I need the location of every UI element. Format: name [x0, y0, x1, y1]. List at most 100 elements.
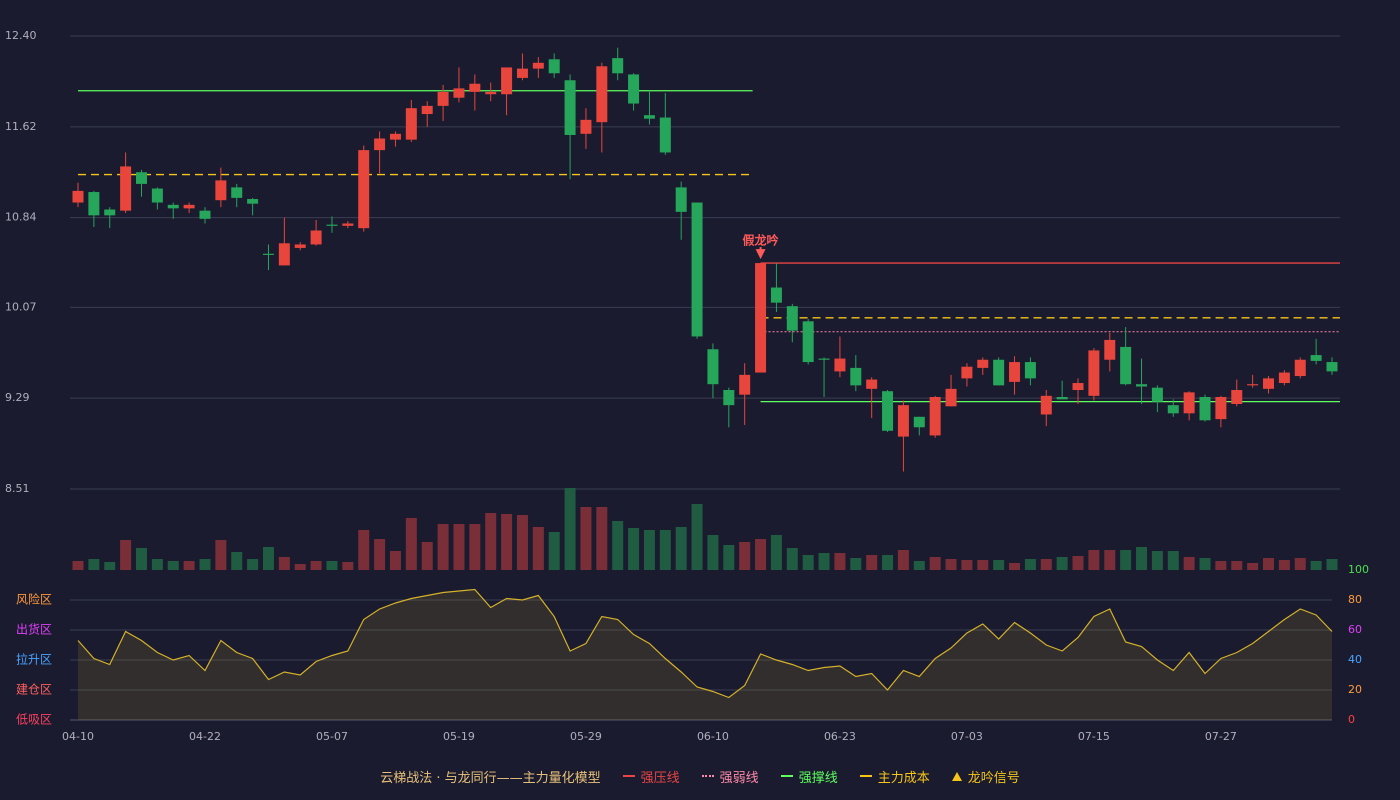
- volume-bar: [866, 555, 878, 570]
- x-tick-label: 07-27: [1205, 730, 1237, 743]
- legend: 云梯战法 · 与龙同行——主力量化模型 强压线 强弱线 强撑线 主力成本 龙吟信号: [0, 764, 1400, 788]
- volume-bar: [612, 521, 624, 570]
- y-tick-label: 10.07: [5, 300, 37, 313]
- candle-body: [691, 202, 703, 337]
- y-tick-label: 12.40: [5, 29, 37, 42]
- volume-bar: [739, 542, 751, 570]
- indicator-area: [78, 589, 1332, 720]
- volume-bar: [1231, 561, 1243, 570]
- candle-body: [151, 188, 163, 203]
- x-tick-label: 07-15: [1078, 730, 1110, 743]
- candle-body: [294, 244, 306, 248]
- legend-swatch: [859, 775, 872, 777]
- candle-body: [342, 223, 354, 226]
- volume-bar: [1247, 563, 1259, 570]
- volume-bar: [659, 530, 671, 570]
- volume-bar: [628, 528, 640, 570]
- volume-bar: [1294, 558, 1306, 570]
- x-tick-label: 06-10: [697, 730, 729, 743]
- candle-body: [532, 62, 544, 69]
- candle-body: [977, 359, 989, 368]
- volume-bar: [1263, 558, 1275, 570]
- candle-body: [437, 91, 449, 106]
- candle-body: [596, 66, 608, 123]
- volume-bar: [802, 555, 814, 570]
- volume-bar: [596, 507, 608, 570]
- volume-bar: [929, 557, 941, 570]
- volume-bar: [485, 513, 497, 570]
- legend-swatch: [701, 775, 714, 777]
- volume-bar: [1009, 563, 1021, 570]
- volume-bar: [1151, 551, 1163, 570]
- volume-bar: [1136, 547, 1148, 570]
- candle-body: [1088, 350, 1100, 396]
- signal-label: 假龙吟: [743, 233, 779, 248]
- x-tick-label: 07-03: [951, 730, 983, 743]
- volume-bar: [262, 547, 274, 570]
- zone-label: 建仓区: [16, 683, 52, 697]
- volume-bar: [977, 560, 989, 570]
- y-tick-label: 10.84: [5, 211, 37, 224]
- volume-bar: [1199, 558, 1211, 570]
- legend-swatch: [780, 775, 793, 777]
- candle-body: [628, 74, 640, 104]
- volume-bar: [882, 555, 894, 570]
- candle-body: [167, 204, 179, 209]
- volume-bar: [72, 561, 84, 570]
- zone-label: 出货区: [16, 622, 52, 637]
- volume-bar: [1167, 551, 1179, 570]
- candle-body: [1231, 390, 1243, 404]
- candle-body: [183, 204, 195, 209]
- candle-body: [405, 108, 417, 140]
- y-tick-label: 100: [1348, 563, 1369, 576]
- zone-label: 风险区: [16, 592, 52, 607]
- y-tick-label: 11.62: [5, 120, 37, 133]
- volume-bar: [453, 524, 465, 570]
- candle-body: [882, 391, 894, 431]
- candle-body: [834, 358, 846, 372]
- candle-body: [135, 172, 147, 184]
- y-tick-label: 60: [1348, 623, 1362, 636]
- candle-body: [1247, 384, 1259, 386]
- candle-body: [643, 115, 655, 119]
- zone-label: 拉升区: [16, 652, 52, 667]
- volume-bar: [675, 527, 687, 570]
- zone-label: 低吸区: [16, 713, 52, 727]
- volume-bar: [421, 542, 433, 570]
- volume-bar: [770, 535, 782, 570]
- legend-swatch: [622, 775, 635, 777]
- volume-bar: [199, 559, 211, 570]
- candle-body: [1263, 378, 1275, 389]
- candle-body: [818, 358, 830, 360]
- candle-body: [580, 119, 592, 134]
- candle-body: [1072, 383, 1084, 391]
- candle-body: [755, 263, 767, 373]
- legend-item: 龙吟信号: [951, 767, 1020, 786]
- candle-body: [1009, 362, 1021, 382]
- candle-body: [945, 388, 957, 407]
- candle-body: [215, 180, 227, 201]
- x-tick-label: 04-22: [189, 730, 221, 743]
- x-tick-label: 06-23: [824, 730, 856, 743]
- volume-bar: [993, 560, 1005, 570]
- volume-bar: [183, 561, 195, 570]
- legend-title: 云梯战法 · 与龙同行——主力量化模型: [380, 770, 601, 786]
- volume-bar: [1183, 557, 1195, 570]
- candle-body: [739, 374, 751, 395]
- volume-bar: [850, 558, 862, 570]
- candle-body: [1151, 387, 1163, 402]
- volume-bar: [1088, 550, 1100, 570]
- candle-body: [786, 306, 798, 331]
- chart: 8.51 9.29 10.07 10.84 11.62 12.40 0 20 40 60 80 100…: [5, 29, 1369, 743]
- candle-body: [1104, 339, 1116, 360]
- candle-body: [120, 166, 132, 211]
- legend-item: 强弱线: [701, 767, 759, 786]
- candle-body: [104, 209, 116, 216]
- volume-bar: [88, 559, 100, 570]
- candle-body: [1136, 384, 1148, 387]
- volume-bar: [643, 530, 655, 570]
- volume-bar: [437, 524, 449, 570]
- volume-bar: [469, 524, 481, 570]
- indicator-line: [77, 588, 1333, 699]
